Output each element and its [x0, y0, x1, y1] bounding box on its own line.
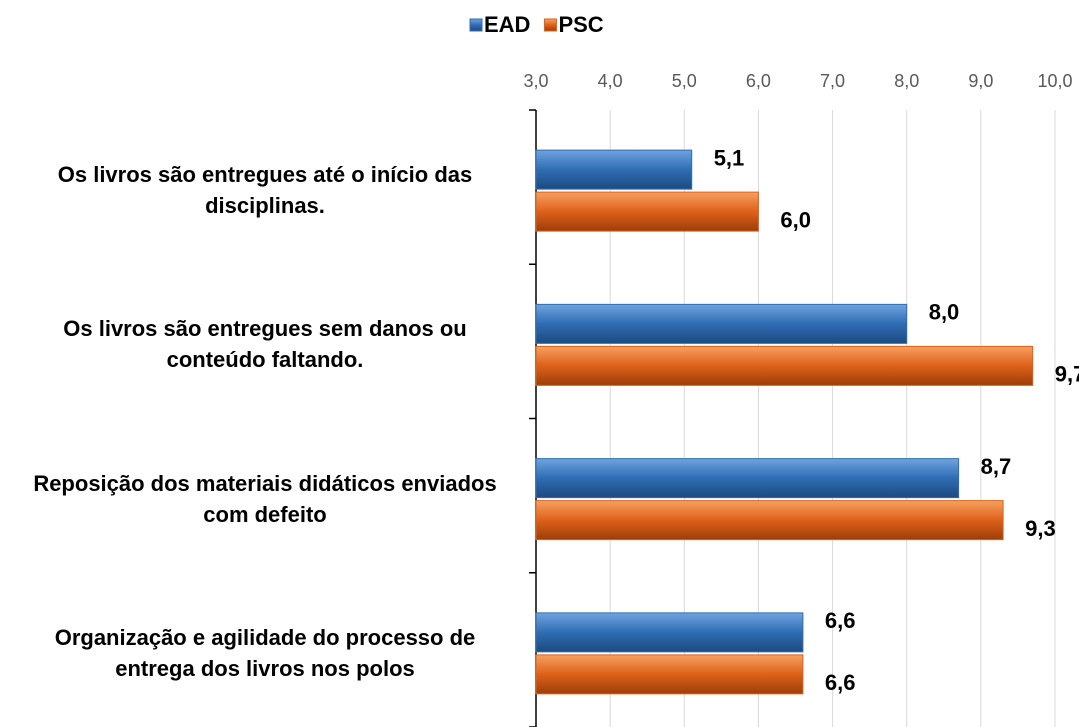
x-tick-label: 4,0	[598, 71, 623, 91]
x-tick-label: 3,0	[523, 71, 548, 91]
legend-label: EAD	[484, 12, 530, 37]
x-tick-label: 5,0	[672, 71, 697, 91]
x-tick-label: 8,0	[894, 71, 919, 91]
data-label: 6,6	[825, 608, 856, 633]
y-tick-label: Organização e agilidade do processo de e…	[54, 624, 476, 681]
bar	[535, 149, 693, 190]
x-tick-label: 9,0	[968, 71, 993, 91]
bar	[535, 345, 1034, 386]
data-label: 8,0	[929, 300, 960, 325]
x-tick-label: 10,0	[1037, 71, 1072, 91]
x-tick-label: 7,0	[820, 71, 845, 91]
data-label: 6,6	[825, 670, 856, 695]
bar	[535, 612, 804, 653]
bar	[535, 500, 1004, 541]
data-label: 9,3	[1025, 516, 1056, 541]
data-label: 8,7	[981, 454, 1012, 479]
x-tick-label: 6,0	[746, 71, 771, 91]
legend-label: PSC	[558, 12, 603, 37]
legend-swatch	[543, 18, 557, 32]
bar	[535, 458, 960, 499]
bar	[535, 191, 759, 232]
data-label: 5,1	[714, 145, 745, 170]
y-tick-label: Reposição dos materiais didáticos enviad…	[33, 470, 497, 527]
bar	[535, 303, 908, 344]
legend-swatch	[469, 18, 483, 32]
y-tick-label: Os livros são entregues até o início das…	[57, 162, 473, 219]
data-label: 9,7	[1055, 362, 1079, 387]
bar	[535, 654, 804, 695]
y-tick-label: Os livros são entregues sem danos ou con…	[63, 316, 467, 373]
data-label: 6,0	[780, 207, 811, 232]
